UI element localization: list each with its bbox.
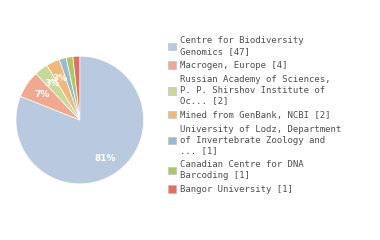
Text: 3%: 3%	[44, 79, 60, 88]
Wedge shape	[36, 65, 80, 120]
Wedge shape	[47, 60, 80, 120]
Text: 3%: 3%	[53, 74, 68, 83]
Wedge shape	[16, 56, 144, 184]
Wedge shape	[21, 74, 80, 120]
Wedge shape	[59, 58, 80, 120]
Legend: Centre for Biodiversity
Genomics [47], Macrogen, Europe [4], Russian Academy of : Centre for Biodiversity Genomics [47], M…	[168, 36, 341, 194]
Wedge shape	[73, 56, 80, 120]
Wedge shape	[66, 57, 80, 120]
Text: 7%: 7%	[34, 90, 49, 99]
Text: 81%: 81%	[95, 154, 116, 162]
